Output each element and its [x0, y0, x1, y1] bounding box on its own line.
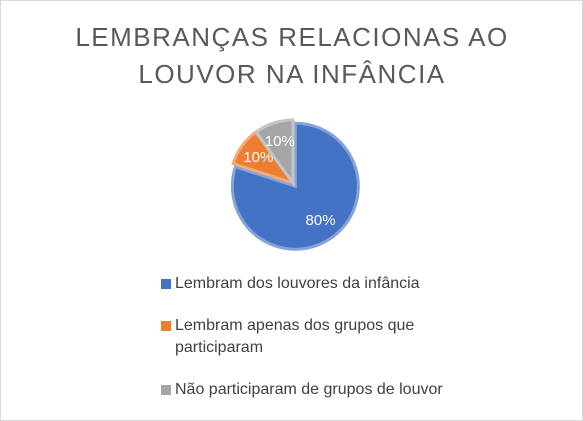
legend-entry: Lembram dos louvores da infância — [161, 273, 451, 295]
legend-label: Não participaram de grupos de louvor — [175, 381, 443, 398]
legend-entry: Não participaram de grupos de louvor — [161, 379, 451, 401]
legend-swatch — [161, 279, 171, 289]
legend-swatch — [161, 321, 171, 331]
data-label: 10% — [243, 149, 273, 166]
legend-swatch — [161, 385, 171, 395]
data-label: 10% — [265, 133, 295, 150]
legend: Lembram dos louvores da infância Lembram … — [161, 273, 451, 420]
pie-slice — [253, 118, 295, 188]
legend-entry: Lembram apenas dos grupos que participar… — [161, 315, 451, 359]
data-label: 80% — [306, 212, 336, 229]
pie-slice — [230, 121, 360, 251]
chart-title: LEMBRANÇAS RELACIONAS AO LOUVOR NA INFÂN… — [75, 22, 509, 89]
legend-label: Lembram dos louvores da infância — [175, 275, 420, 292]
legend-label: Lembram apenas dos grupos que participar… — [175, 317, 415, 356]
pie: 80% 10%10% — [230, 118, 360, 251]
